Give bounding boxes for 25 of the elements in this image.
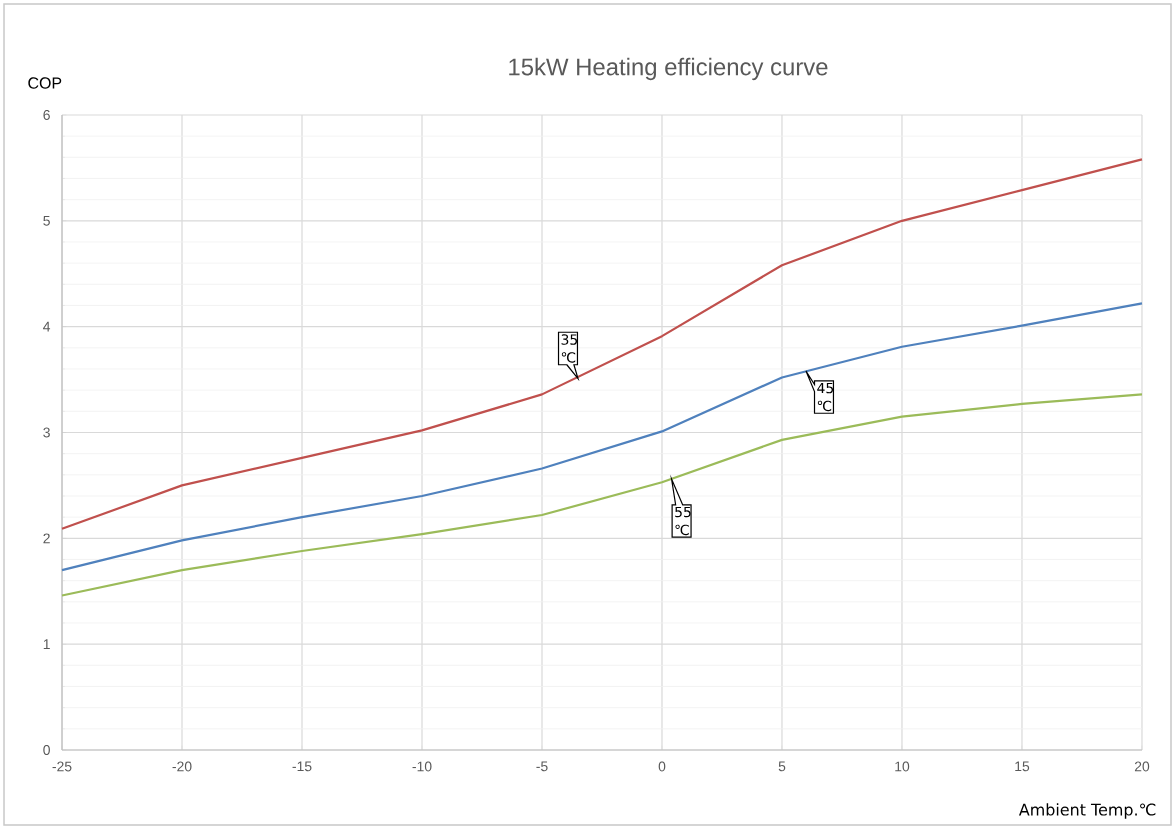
- line-series: [60, 393, 1144, 597]
- y-tick-label: 3: [43, 427, 50, 438]
- x-tick-label: -5: [536, 761, 548, 772]
- annotation: 45 ℃: [817, 382, 834, 412]
- x-tick-label: 0: [658, 761, 666, 772]
- y-tick-label: 5: [43, 215, 50, 226]
- x-tick-label: -10: [412, 761, 432, 772]
- x-tick-label: -25: [52, 761, 72, 772]
- line-series: [60, 302, 1144, 572]
- y-tick-label: 0: [43, 745, 50, 755]
- annotation: 35 ℃: [561, 334, 578, 363]
- annotation: 55 ℃: [675, 506, 691, 536]
- y-axis-title: COP: [28, 77, 62, 89]
- x-tick-label: -20: [172, 761, 192, 772]
- y-tick-label: 4: [43, 321, 51, 332]
- x-tick-label: 10: [895, 761, 910, 772]
- x-tick-label: 5: [778, 761, 786, 772]
- y-tick-label: 2: [43, 533, 50, 544]
- x-tick-label: -15: [292, 761, 312, 772]
- x-tick-label: 20: [1134, 761, 1150, 772]
- y-tick-label: 6: [43, 110, 50, 120]
- chart-title: 15kW Heating efficiency curve: [509, 57, 828, 81]
- x-axis-title: Ambient Temp.℃: [1018, 803, 1156, 819]
- x-tick-label: 15: [1015, 761, 1030, 772]
- y-tick-label: 1: [43, 639, 50, 649]
